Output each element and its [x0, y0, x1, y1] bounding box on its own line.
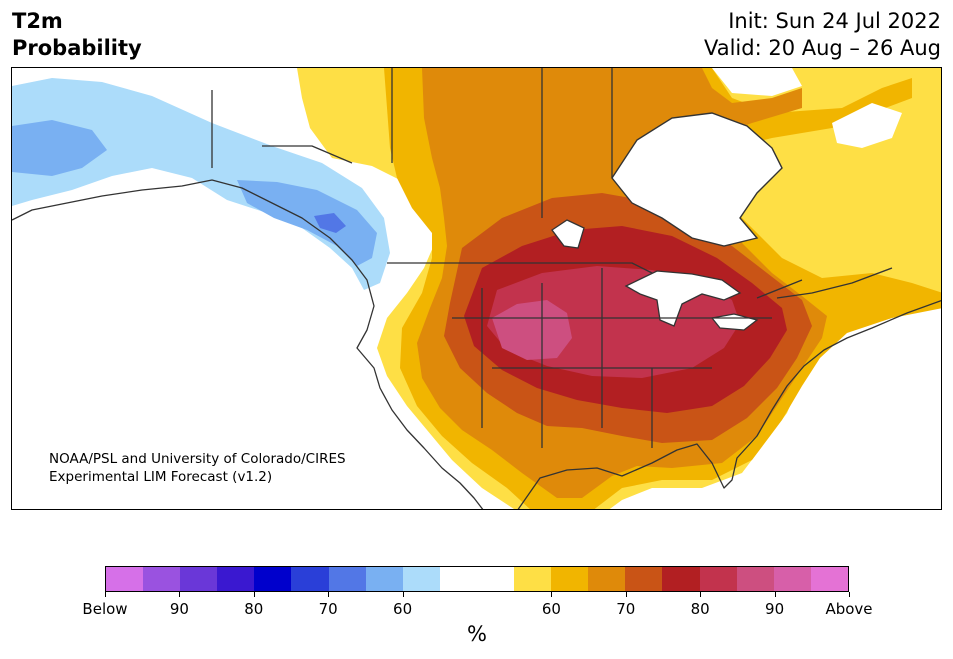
hudson-bay [611, 112, 783, 247]
colorbar-cell [588, 567, 626, 591]
map-title: T2m Probability [12, 8, 142, 62]
cold-mid-region [12, 120, 377, 266]
colorbar-tick-mark [179, 592, 180, 597]
colorbar-cell [291, 567, 329, 591]
colorbar-cell [476, 567, 515, 591]
arctic-water [712, 68, 902, 148]
colorbar-cell [699, 567, 737, 591]
cold-dark-region [314, 213, 346, 233]
probability-colorbar [105, 566, 849, 592]
colorbar-tick-mark [700, 592, 701, 597]
colorbar-tick-label: 80 [690, 600, 710, 618]
colorbar-cell [180, 567, 218, 591]
credit-line-2: Experimental LIM Forecast (v1.2) [49, 469, 273, 485]
colorbar-tick-label: 80 [244, 600, 264, 618]
colorbar-tick-mark [551, 592, 552, 597]
colorbar-unit-label: % [467, 622, 487, 646]
colorbar-cell [328, 567, 366, 591]
colorbar-cell [143, 567, 181, 591]
colorbar-tick-mark [328, 592, 329, 597]
title-line-2: Probability [12, 36, 142, 60]
cold-light-region [12, 78, 390, 290]
colorbar-tick-label: 90 [169, 600, 189, 618]
colorbar-tick-mark [775, 592, 776, 597]
great-lakes [551, 219, 759, 331]
colorbar-tick-mark [403, 592, 404, 597]
colorbar-cell [625, 567, 663, 591]
forecast-map [11, 67, 942, 510]
colorbar-cell [773, 567, 811, 591]
colorbar-tick-label: Below [82, 600, 128, 618]
colorbar-cell [365, 567, 403, 591]
colorbar-tick-label: 90 [765, 600, 785, 618]
map-outlines [12, 68, 941, 509]
colorbar-cell [662, 567, 700, 591]
credit-line-1: NOAA/PSL and University of Colorado/CIRE… [49, 451, 346, 467]
colorbar-tick-mark [849, 592, 850, 597]
warm-band-7 [492, 300, 572, 360]
colorbar-cell [736, 567, 774, 591]
colorbar-cell [106, 567, 144, 591]
colorbar-tick-label: Above [825, 600, 873, 618]
valid-date: Valid: 20 Aug – 26 Aug [703, 36, 941, 60]
colorbar-cell [810, 567, 848, 591]
colorbar-cell [402, 567, 440, 591]
colorbar-cell [254, 567, 292, 591]
colorbar-tick-label: 60 [393, 600, 413, 618]
colorbar-tick-label: 70 [616, 600, 636, 618]
colorbar-cell [551, 567, 589, 591]
init-date: Init: Sun 24 Jul 2022 [728, 9, 941, 33]
title-line-1: T2m [12, 9, 63, 33]
colorbar-cell [514, 567, 552, 591]
forecast-dates: Init: Sun 24 Jul 2022 Valid: 20 Aug – 26… [704, 8, 941, 62]
credit-text: NOAA/PSL and University of Colorado/CIRE… [49, 450, 346, 486]
colorbar-cell [439, 567, 477, 591]
colorbar-tick-mark [626, 592, 627, 597]
colorbar-tick-mark [105, 592, 106, 597]
colorbar-tick-label: 60 [541, 600, 561, 618]
colorbar-cell [217, 567, 255, 591]
colorbar-tick-mark [254, 592, 255, 597]
colorbar-tick-label: 70 [318, 600, 338, 618]
probability-map-svg [12, 68, 941, 509]
